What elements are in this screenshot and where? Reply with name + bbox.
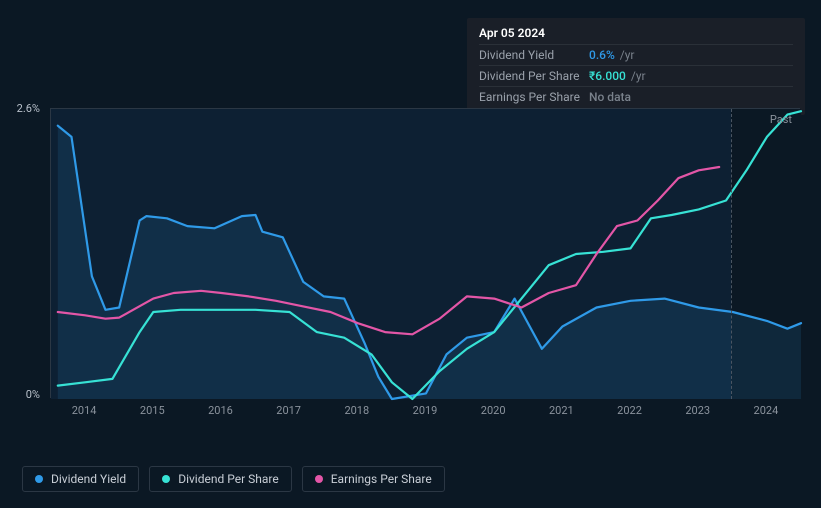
x-axis: 2014 2015 2016 2017 2018 2019 2020 2021 2022 2023… — [50, 398, 800, 422]
legend: Dividend Yield Dividend Per Share Earnings… — [22, 466, 445, 492]
legend-label: Dividend Per Share — [178, 472, 279, 486]
chart-tooltip: Apr 05 2024 Dividend Yield0.6% /yrDivide… — [467, 18, 805, 115]
legend-label: Dividend Yield — [51, 472, 126, 486]
x-tick-label: 2023 — [685, 404, 710, 417]
x-tick-label: 2017 — [276, 404, 301, 417]
y-axis-min: 0% — [0, 388, 40, 401]
tooltip-metric-label: Dividend Per Share — [479, 69, 589, 83]
x-tick-label: 2016 — [208, 404, 233, 417]
tooltip-row: Dividend Per Share₹6.000 /yr — [479, 65, 793, 86]
tooltip-row: Earnings Per ShareNo data — [479, 86, 793, 107]
past-label: Past — [770, 113, 792, 126]
crosshair-line — [731, 109, 732, 399]
x-tick-label: 2024 — [754, 404, 779, 417]
tooltip-date: Apr 05 2024 — [479, 26, 793, 40]
x-tick-label: 2019 — [413, 404, 438, 417]
x-tick-label: 2021 — [549, 404, 574, 417]
legend-item[interactable]: Earnings Per Share — [302, 466, 445, 492]
tooltip-metric-value: No data — [589, 90, 631, 104]
legend-dot-icon — [315, 475, 323, 483]
x-tick-label: 2018 — [344, 404, 369, 417]
x-tick-label: 2015 — [140, 404, 165, 417]
y-axis-max: 2.6% — [0, 102, 40, 115]
legend-dot-icon — [162, 475, 170, 483]
legend-dot-icon — [35, 475, 43, 483]
tooltip-metric-label: Dividend Yield — [479, 48, 589, 62]
tooltip-metric-label: Earnings Per Share — [479, 90, 589, 104]
x-tick-label: 2022 — [617, 404, 642, 417]
chart-area: 2.6% 0% Past 201420152016201720182019202… — [22, 108, 800, 422]
legend-label: Earnings Per Share — [331, 472, 432, 486]
x-tick-label: 2014 — [72, 404, 97, 417]
tooltip-metric-value: 0.6% /yr — [589, 48, 634, 62]
legend-item[interactable]: Dividend Per Share — [149, 466, 292, 492]
tooltip-row: Dividend Yield0.6% /yr — [479, 44, 793, 65]
plot-area[interactable]: Past — [50, 108, 800, 398]
legend-item[interactable]: Dividend Yield — [22, 466, 139, 492]
x-tick-label: 2020 — [481, 404, 506, 417]
tooltip-metric-value: ₹6.000 /yr — [589, 69, 646, 83]
